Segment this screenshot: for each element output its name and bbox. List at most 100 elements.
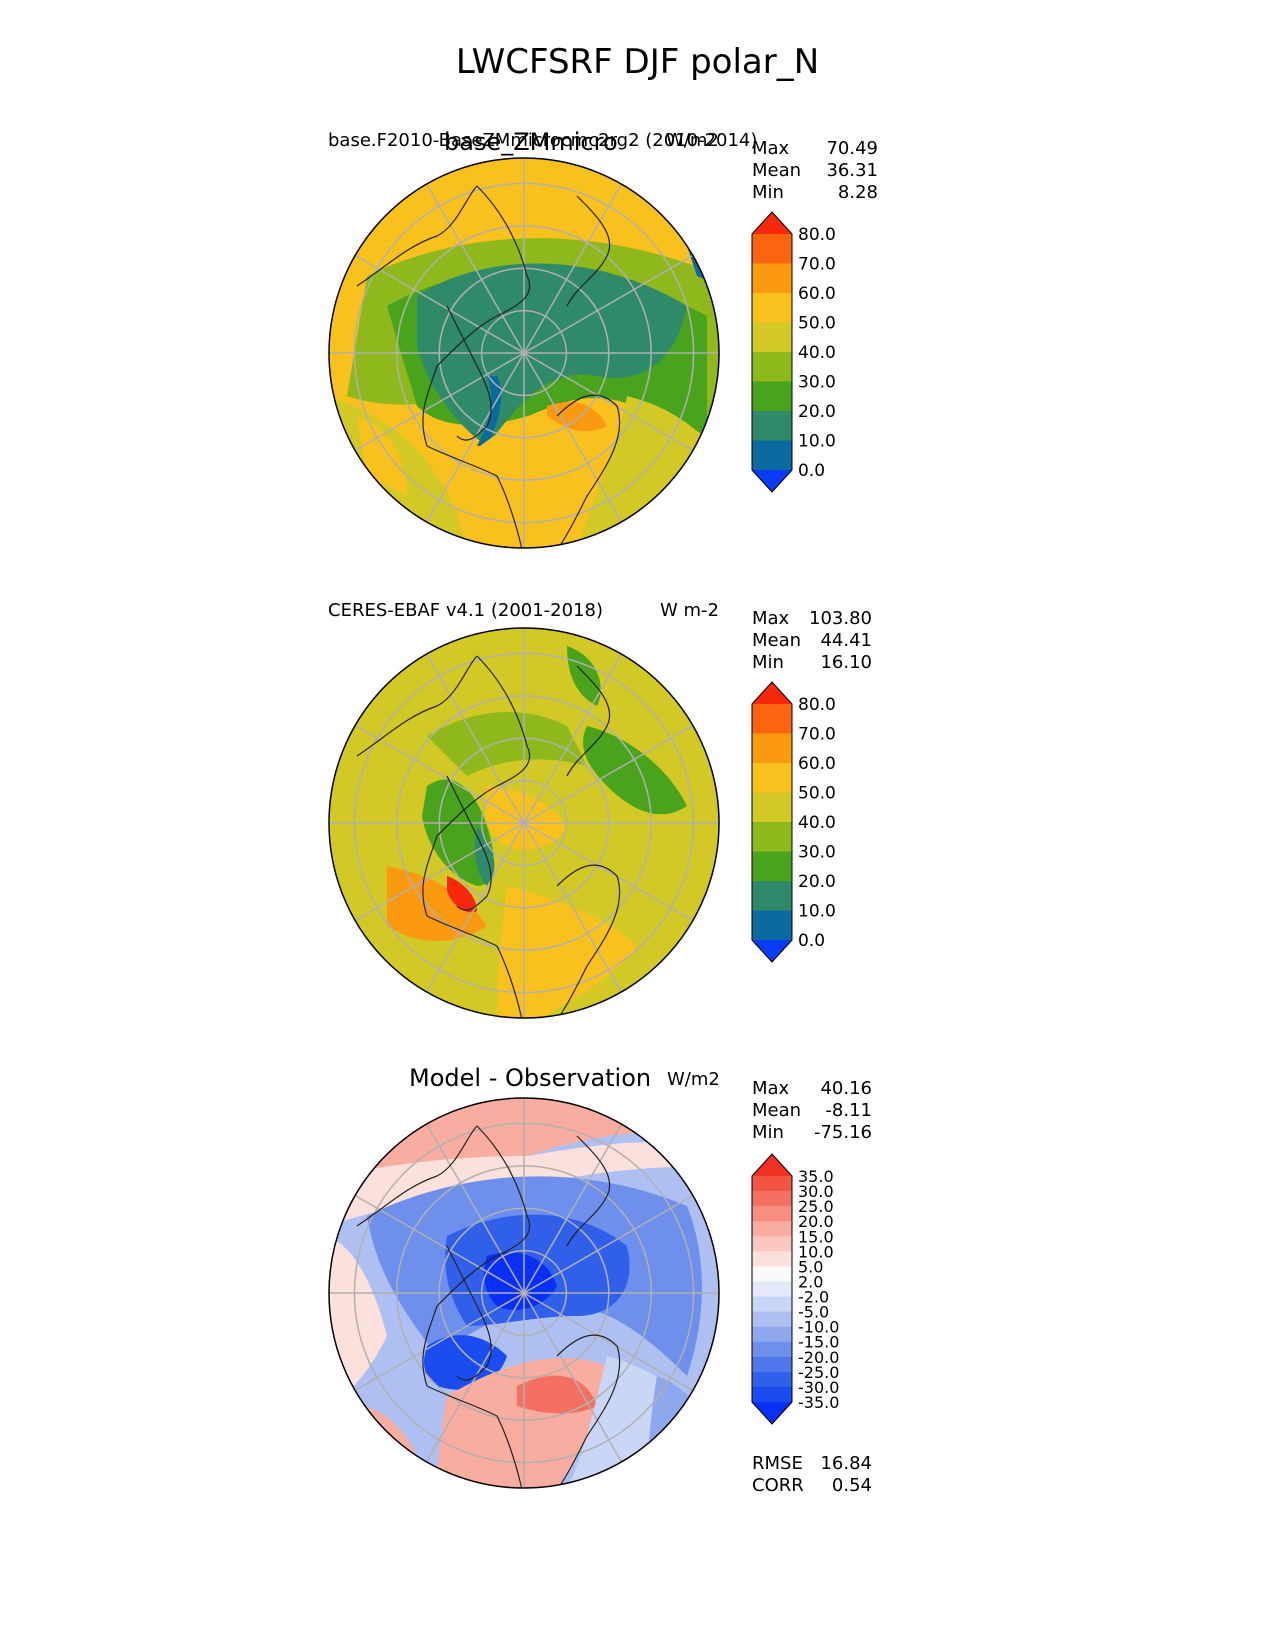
colorbar-outline (751, 211, 793, 493)
colorbar-segment (752, 411, 792, 441)
colorbar-tick-label: 10.0 (798, 432, 836, 452)
colorbar-extension-top (752, 1154, 792, 1176)
polar-map-model (328, 157, 720, 549)
colorbar-extension-top (752, 212, 792, 234)
panel-2-left-title: CERES-EBAF v4.1 (2001-2018) (328, 600, 604, 621)
panel-2-units: W m-2 (660, 600, 720, 621)
coastline (356, 655, 531, 917)
meridian-line (523, 1292, 623, 1463)
colorbar-segment (752, 851, 792, 882)
coastline (446, 305, 492, 441)
polar-map-observation (328, 627, 720, 1019)
colorbar-tick-label: 30.0 (798, 1182, 834, 1201)
colorbar-segment (752, 381, 792, 412)
colorbar-tick-label: 15.0 (798, 1227, 834, 1246)
colorbar-segment (752, 1296, 792, 1313)
coastline (426, 445, 523, 548)
meridian-line (523, 1194, 694, 1294)
coastline (566, 665, 611, 777)
colorbar-outline (751, 681, 793, 963)
meridian-line (354, 822, 525, 922)
colorbar-tick-label: 80.0 (798, 695, 836, 715)
meridian-line (425, 653, 525, 824)
meridian-line (523, 183, 623, 354)
coastline (556, 394, 621, 548)
panel-1-left-title: base.F2010-BaseZMmicrocmc2rg2 (2010-2014… (328, 130, 758, 151)
metric-value: 16.84 (820, 1453, 872, 1474)
panel-1-stats: Max 70.49 Mean 36.31 Min 8.28 (752, 138, 878, 204)
colorbar-tick-label: 60.0 (798, 754, 836, 774)
colorbar-tick-label: 35.0 (798, 1167, 834, 1186)
colorbar-tick-label: 20.0 (798, 402, 836, 422)
colorbar-segment (752, 881, 792, 911)
stat-label: Max (752, 138, 790, 159)
colorbar-tick-label: -10.0 (798, 1318, 839, 1337)
panel-2-stats: Max 103.80 Mean 44.41 Min 16.10 (752, 608, 872, 674)
meridian-line (425, 822, 525, 993)
colorbar-segment (752, 1386, 792, 1403)
colorbar-tick-label: 20.0 (798, 1212, 834, 1231)
stat-value: 103.80 (809, 608, 872, 629)
field-layer (329, 1098, 719, 1488)
colorbar-extension-bottom (752, 470, 792, 492)
colorbar-segment (752, 733, 792, 764)
stat-label: Min (752, 652, 784, 673)
meridian-line (354, 352, 525, 452)
colorbar-tick-label: 0.0 (798, 931, 825, 951)
polar-map-difference (328, 1097, 720, 1489)
meridian-line (523, 653, 623, 824)
coastline (446, 775, 492, 911)
meridian-line (523, 822, 694, 922)
meridian-line (354, 254, 525, 354)
coastline (556, 1334, 621, 1488)
meridian-line (425, 183, 525, 354)
colorbar-tick-label: -35.0 (798, 1393, 839, 1412)
figure-title: LWCFSRF DJF polar_N (455, 42, 820, 82)
colorbar-tick-label: 50.0 (798, 314, 836, 334)
coastline (446, 1245, 492, 1381)
panel-3-stats: Max 40.16 Mean -8.11 Min -75.16 (752, 1078, 872, 1144)
colorbar-segment (752, 1191, 792, 1207)
field-region (583, 726, 687, 815)
field-region (477, 376, 502, 446)
colorbar-segment (752, 1371, 792, 1388)
colorbar-segment (752, 1206, 792, 1222)
colorbar-segment (752, 1326, 792, 1343)
field-layer (329, 158, 719, 548)
stat-value: 16.10 (820, 652, 872, 673)
panel-3-units: W/m2 (667, 1069, 720, 1090)
colorbar-segment (752, 1341, 792, 1358)
colorbar-tick-label: 40.0 (798, 813, 836, 833)
colorbar-tick-label: -25.0 (798, 1363, 839, 1382)
field-region (417, 263, 687, 446)
stat-label: Min (752, 182, 784, 203)
colorbar-extension-bottom (752, 1402, 792, 1424)
stat-value: 36.31 (826, 160, 878, 181)
field-region (467, 399, 627, 548)
colorbar-segment (752, 1221, 792, 1237)
colorbar-model: 0.0 10.0 20.0 30.0 40.0 50.0 60.0 70.0 80.0 (751, 211, 836, 493)
stat-value: 40.16 (820, 1078, 872, 1099)
colorbar-segment (752, 910, 792, 941)
panel-1-units: W/m2 (666, 130, 719, 151)
meridian-line (425, 1292, 525, 1463)
colorbar-segment (752, 352, 792, 382)
colorbar-segment (752, 1311, 792, 1328)
colorbar-segment (752, 440, 792, 471)
meridian-line (354, 1292, 525, 1392)
colorbar-segment (752, 1251, 792, 1267)
stat-label: Max (752, 1078, 790, 1099)
field-region (547, 402, 607, 432)
meridian-line (354, 724, 525, 824)
metric-value: 0.54 (831, 1475, 872, 1496)
stat-label: Min (752, 1122, 784, 1143)
field-layer (329, 628, 719, 1018)
stat-value: -75.16 (813, 1122, 872, 1143)
colorbar-extension-top (752, 682, 792, 704)
colorbar-tick-label: -2.0 (798, 1288, 829, 1307)
colorbar-tick-label: 50.0 (798, 784, 836, 804)
coastline (556, 864, 621, 1018)
meridian-line (425, 1123, 525, 1294)
coastline (356, 1125, 531, 1387)
colorbar-segment (752, 293, 792, 323)
